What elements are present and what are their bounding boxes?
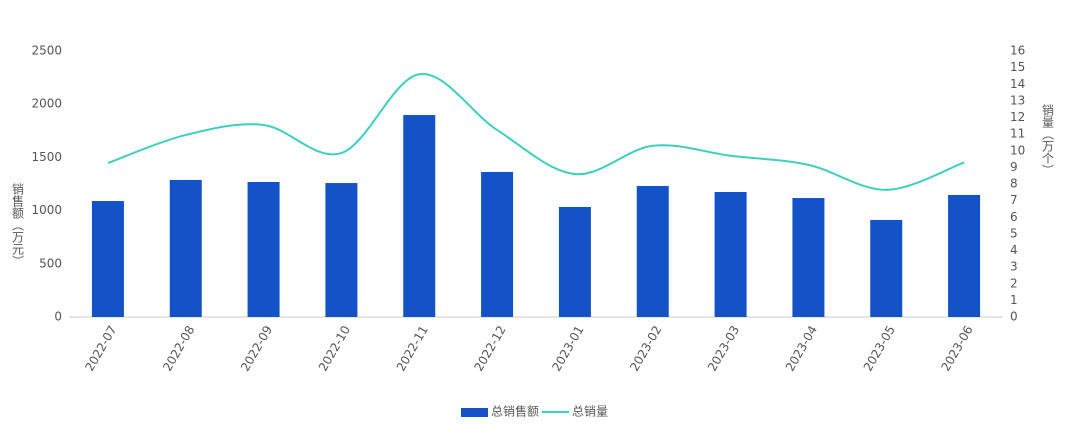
y-tick-label: 0 — [54, 310, 62, 324]
bar — [870, 219, 903, 317]
bar — [948, 194, 981, 317]
y2-tick-label: 5 — [1010, 226, 1018, 240]
y2-tick-label: 7 — [1010, 193, 1018, 207]
bar — [792, 198, 825, 317]
y2-tick-label: 4 — [1010, 243, 1018, 257]
y2-tick-label: 0 — [1010, 310, 1018, 324]
x-tick-label: 2022-07 — [82, 323, 119, 373]
y2-tick-label: 3 — [1010, 260, 1018, 274]
x-tick-label: 2023-01 — [549, 323, 586, 373]
y-tick-label: 2000 — [31, 97, 62, 111]
x-tick-label: 2022-11 — [394, 323, 431, 373]
bar — [558, 206, 591, 317]
bar — [403, 115, 436, 318]
bar — [169, 179, 202, 317]
x-tick-label: 2023-04 — [783, 323, 820, 373]
y2-tick-label: 10 — [1010, 143, 1025, 157]
y-axis-title: 销售额（万元） — [11, 183, 25, 267]
y2-tick-label: 8 — [1010, 177, 1018, 191]
bar — [91, 201, 124, 317]
y-tick-label: 500 — [39, 256, 62, 270]
y2-axis-title: 销量（万个） — [1041, 104, 1055, 176]
y-tick-label: 2500 — [31, 44, 62, 58]
bar — [325, 183, 358, 317]
x-tick-label: 2022-09 — [238, 323, 275, 373]
y-tick-label: 1500 — [31, 150, 62, 164]
bar — [481, 171, 514, 317]
bar — [247, 181, 280, 317]
y2-tick-label: 14 — [1010, 77, 1025, 91]
y-tick-label: 1000 — [31, 203, 62, 217]
legend-swatch — [461, 408, 488, 417]
legend-label: 总销售额 — [491, 404, 539, 419]
bar — [714, 191, 747, 317]
bar — [636, 186, 669, 317]
x-tick-label: 2023-06 — [939, 323, 976, 373]
y2-tick-label: 2 — [1010, 276, 1018, 290]
x-tick-label: 2022-12 — [472, 323, 509, 373]
y2-tick-label: 1 — [1010, 293, 1018, 307]
x-tick-label: 2023-03 — [705, 323, 742, 373]
y2-tick-label: 15 — [1010, 60, 1025, 74]
x-tick-label: 2022-08 — [160, 323, 197, 373]
y2-tick-label: 13 — [1010, 93, 1025, 107]
y2-tick-label: 16 — [1010, 44, 1025, 58]
y2-tick-label: 6 — [1010, 210, 1018, 224]
x-tick-label: 2022-10 — [316, 323, 353, 373]
x-tick-label: 2023-05 — [861, 323, 898, 373]
y2-tick-label: 11 — [1010, 127, 1025, 141]
legend-label: 总销量 — [572, 405, 608, 419]
y2-tick-label: 12 — [1010, 110, 1025, 124]
y2-tick-label: 9 — [1010, 160, 1018, 174]
line — [107, 73, 965, 191]
x-tick-label: 2023-02 — [627, 323, 664, 373]
